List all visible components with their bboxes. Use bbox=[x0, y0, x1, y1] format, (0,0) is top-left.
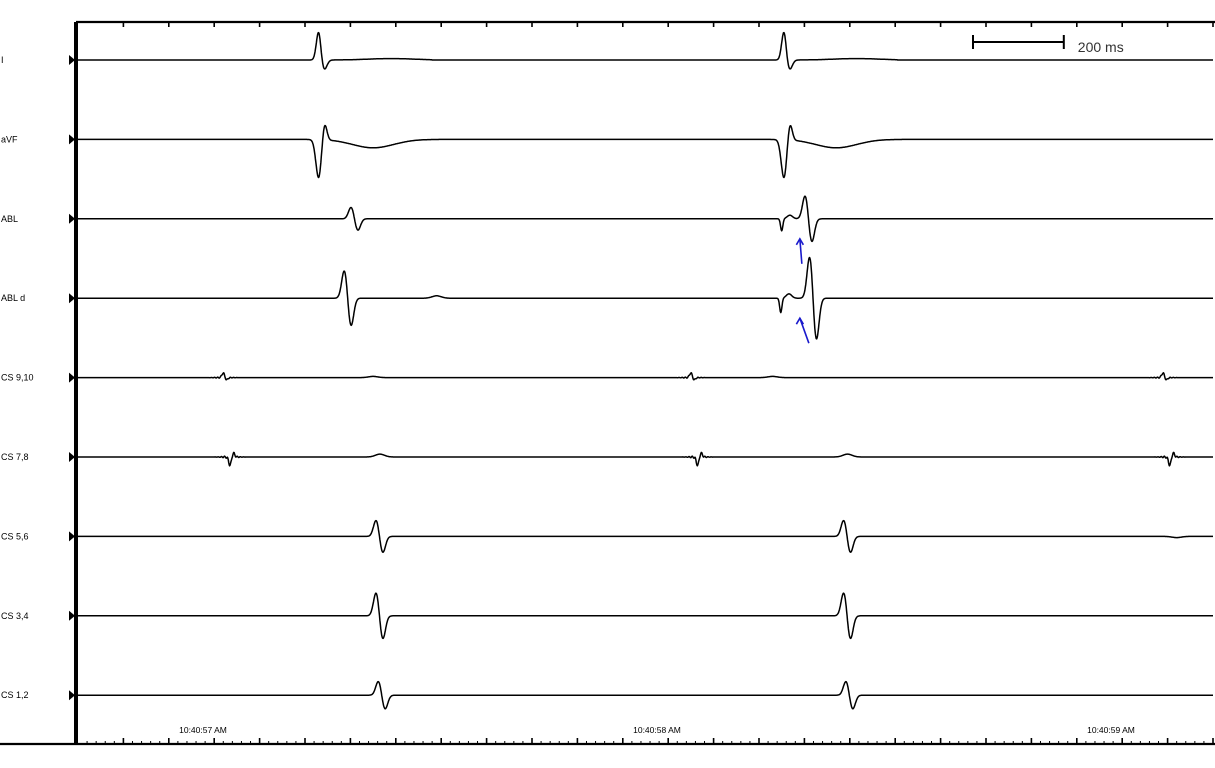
lead-label-cs-7-8: CS 7,8 bbox=[1, 452, 29, 462]
time-label: 10:40:58 AM bbox=[633, 725, 681, 735]
chart-frame bbox=[0, 20, 1215, 746]
arrow-icon bbox=[799, 238, 803, 264]
scale-bar-label: 200 ms bbox=[1078, 39, 1124, 55]
lead-marker-cs-1-2 bbox=[69, 690, 75, 701]
lead-label-abl: ABL bbox=[1, 214, 18, 224]
trace-cs-1-2 bbox=[77, 680, 1214, 710]
lead-markers bbox=[69, 55, 75, 701]
trace-avf bbox=[77, 124, 1214, 179]
trace-cs-5-6 bbox=[77, 519, 1214, 553]
lead-label-cs-9-10: CS 9,10 bbox=[1, 373, 34, 383]
lead-marker-cs-7-8 bbox=[69, 452, 75, 462]
annotation-arrows bbox=[795, 237, 810, 344]
trace-i bbox=[77, 31, 1214, 70]
trace-abl-d bbox=[77, 256, 1214, 340]
arrow-head-icon bbox=[795, 316, 805, 325]
lead-marker-cs-9-10 bbox=[69, 372, 75, 383]
time-label: 10:40:57 AM bbox=[179, 725, 227, 735]
lead-traces bbox=[77, 31, 1214, 710]
lead-label-cs-5-6: CS 5,6 bbox=[1, 531, 29, 541]
arrow-head-icon bbox=[795, 237, 805, 246]
trace-abl bbox=[77, 195, 1214, 243]
lead-label-avf: aVF bbox=[1, 134, 18, 144]
time-label: 10:40:59 AM bbox=[1087, 725, 1135, 735]
lead-marker-cs-3-4 bbox=[69, 610, 75, 621]
scale-bar: 200 ms bbox=[972, 35, 1124, 55]
trace-cs-9-10 bbox=[77, 372, 1214, 381]
lead-marker-i bbox=[69, 55, 75, 65]
lead-label-abl-d: ABL d bbox=[1, 293, 25, 303]
lead-marker-cs-5-6 bbox=[69, 531, 75, 542]
lead-label-cs-1-2: CS 1,2 bbox=[1, 690, 29, 700]
trace-cs-7-8 bbox=[77, 451, 1214, 467]
time-labels: 10:40:57 AM 10:40:58 AM 10:40:59 AM bbox=[179, 725, 1135, 735]
lead-marker-abl-d bbox=[69, 293, 75, 304]
lead-label-i: I bbox=[1, 55, 4, 65]
lead-marker-abl bbox=[69, 213, 75, 224]
trace-cs-3-4 bbox=[77, 592, 1214, 640]
lead-marker-avf bbox=[69, 134, 75, 145]
lead-label-cs-3-4: CS 3,4 bbox=[1, 611, 29, 621]
arrow-icon bbox=[799, 317, 810, 344]
time-ticks bbox=[86, 22, 1214, 744]
